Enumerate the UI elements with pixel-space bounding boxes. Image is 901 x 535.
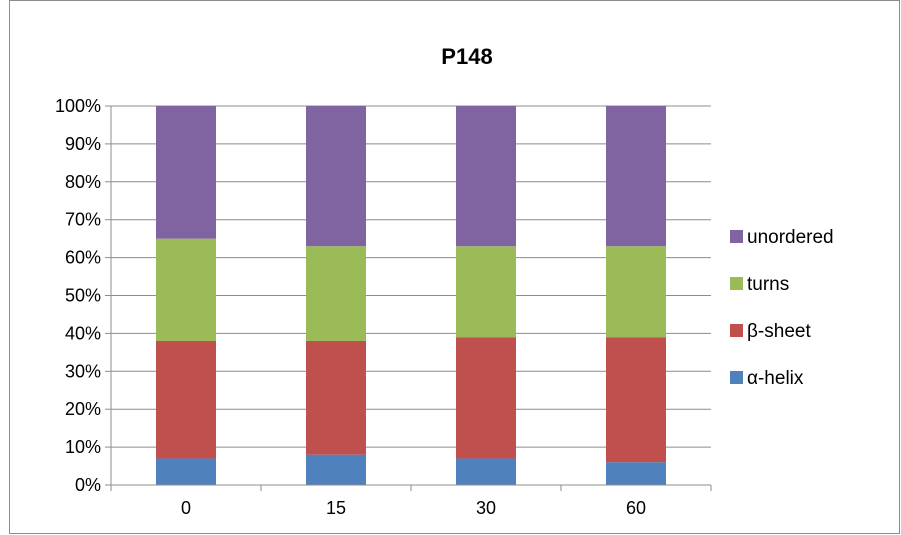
bars [156, 106, 666, 485]
legend: unordered turns β-sheet α-helix [730, 227, 834, 389]
x-tick-label: 60 [626, 498, 646, 518]
legend-label-unordered: unordered [747, 227, 834, 248]
chart: P148 0% 10% 20% 30% 40% 50% 60% 70% 80% 90% 100% 0… [55, 44, 834, 518]
bar-unordered-30 [456, 106, 516, 247]
legend-swatch-α-helix [730, 371, 743, 384]
y-tick-label: 40% [65, 323, 101, 343]
y-tick-label: 50% [65, 286, 101, 306]
bar-unordered-15 [306, 106, 366, 247]
bar-turns-15 [306, 246, 366, 341]
y-tick-label: 90% [65, 134, 101, 154]
legend-label-α-helix: α-helix [747, 368, 804, 389]
x-axis-ticks: 0 15 30 60 [110, 485, 712, 518]
bar-β-sheet-30 [456, 337, 516, 459]
bar-α-helix-0 [156, 458, 216, 485]
bar-α-helix-30 [456, 458, 516, 485]
y-tick-label: 100% [55, 96, 101, 116]
bar-β-sheet-60 [606, 337, 666, 463]
legend-swatch-β-sheet [730, 324, 743, 337]
legend-swatch-turns [730, 277, 743, 290]
bar-β-sheet-15 [306, 340, 366, 455]
y-tick-label: 70% [65, 210, 101, 230]
bar-unordered-0 [156, 106, 216, 239]
legend-swatch-unordered [730, 230, 743, 243]
bar-turns-30 [456, 246, 516, 338]
x-tick-label: 15 [326, 498, 346, 518]
bar-β-sheet-0 [156, 340, 216, 459]
bar-turns-0 [156, 238, 216, 341]
legend-label-β-sheet: β-sheet [747, 321, 811, 342]
bar-turns-60 [606, 246, 666, 338]
x-tick-label: 0 [181, 498, 191, 518]
x-tick-label: 30 [476, 498, 496, 518]
legend-label-turns: turns [747, 274, 789, 295]
chart-frame: P148 0% 10% 20% 30% 40% 50% 60% 70% 80% 90% 100% 0… [9, 0, 900, 534]
y-axis-ticks: 0% 10% 20% 30% 40% 50% 60% 70% 80% 90% 100% [55, 96, 111, 495]
y-tick-label: 80% [65, 172, 101, 192]
y-tick-label: 30% [65, 361, 101, 381]
bar-α-helix-15 [306, 454, 366, 485]
y-tick-label: 0% [75, 475, 101, 495]
chart-title: P148 [441, 44, 492, 69]
y-tick-label: 10% [65, 437, 101, 457]
y-tick-label: 60% [65, 248, 101, 268]
bar-α-helix-60 [606, 462, 666, 485]
y-tick-label: 20% [65, 399, 101, 419]
bar-unordered-60 [606, 106, 666, 247]
